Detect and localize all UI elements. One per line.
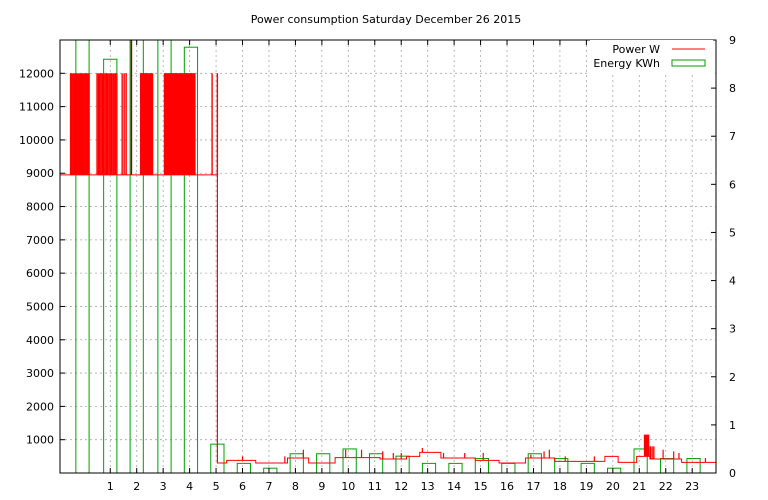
energy-bar [554,458,569,474]
y-left-tick-label: 8000 [26,201,54,214]
energy-bar [527,453,542,474]
y-right-tick-label: 4 [729,275,736,288]
x-tick-label: 16 [500,480,514,493]
x-tick-label: 18 [553,480,567,493]
x-tick-label: 7 [265,480,272,493]
y-left-tick-label: 9000 [26,167,54,180]
y-left-tick-label: 1000 [26,434,54,447]
power-line [60,40,716,464]
x-tick-label: 17 [526,480,540,493]
energy-bar [686,458,701,474]
x-tick-label: 15 [474,480,488,493]
y-left-tick-label: 2000 [26,400,54,413]
energy-bar [580,462,595,474]
x-tick-label: 22 [659,480,673,493]
x-tick-label: 12 [394,480,408,493]
energy-bar [368,453,384,474]
legend: Power W Energy KWh [590,40,713,74]
y-right-tick-label: 1 [729,419,736,432]
power-baseline [60,174,716,464]
x-tick-label: 14 [447,480,461,493]
y-right-tick-label: 8 [729,82,736,95]
energy-bar [236,462,251,474]
x-tick-label: 3 [160,480,167,493]
y-right-tick-label: 2 [729,371,736,384]
y-right-tick-label: 5 [729,226,736,239]
chart-title: Power consumption Saturday December 26 2… [251,13,522,26]
y-right-tick-label: 7 [729,130,736,143]
energy-bar [607,467,622,474]
legend-energy-label: Energy KWh [593,57,660,70]
legend-energy-swatch [671,59,706,67]
legend-background [590,40,713,74]
legend-power-label: Power W [612,43,660,56]
y-right-tick-label: 0 [729,467,736,480]
energy-bar [342,448,357,474]
x-tick-label: 13 [421,480,435,493]
axes: 1 2 3 4 5 6 7 8 9 10 11 12 13 14 15 16 17 18 19 20 21 22 23100… [19,34,736,493]
energy-bar [289,453,304,474]
y-left-tick-label: 4000 [26,334,54,347]
x-tick-label: 21 [632,480,646,493]
energy-bar [263,467,278,474]
x-tick-label: 5 [213,480,220,493]
y-right-tick-label: 6 [729,178,736,191]
x-tick-label: 2 [133,480,140,493]
y-left-tick-label: 10000 [19,134,54,147]
x-tick-label: 1 [107,480,114,493]
grid-layer [60,40,716,473]
x-tick-label: 23 [685,480,699,493]
x-tick-label: 9 [318,480,325,493]
y-left-tick-label: 12000 [19,67,54,80]
y-left-tick-label: 11000 [19,101,54,114]
y-right-tick-label: 3 [729,323,736,336]
energy-bar [501,462,516,474]
x-tick-label: 20 [606,480,620,493]
y-left-tick-label: 3000 [26,367,54,380]
energy-bar [421,462,437,474]
x-tick-label: 11 [368,480,382,493]
x-tick-label: 4 [186,480,193,493]
y-left-tick-label: 5000 [26,300,54,313]
x-tick-label: 19 [579,480,593,493]
x-tick-label: 8 [292,480,299,493]
y-left-tick-label: 7000 [26,234,54,247]
x-tick-label: 10 [341,480,355,493]
y-right-tick-label: 9 [729,34,736,47]
energy-bar [659,458,675,474]
plot-frame [59,39,717,474]
y-left-tick-label: 6000 [26,267,54,280]
energy-bar [448,462,463,474]
x-tick-label: 6 [239,480,246,493]
